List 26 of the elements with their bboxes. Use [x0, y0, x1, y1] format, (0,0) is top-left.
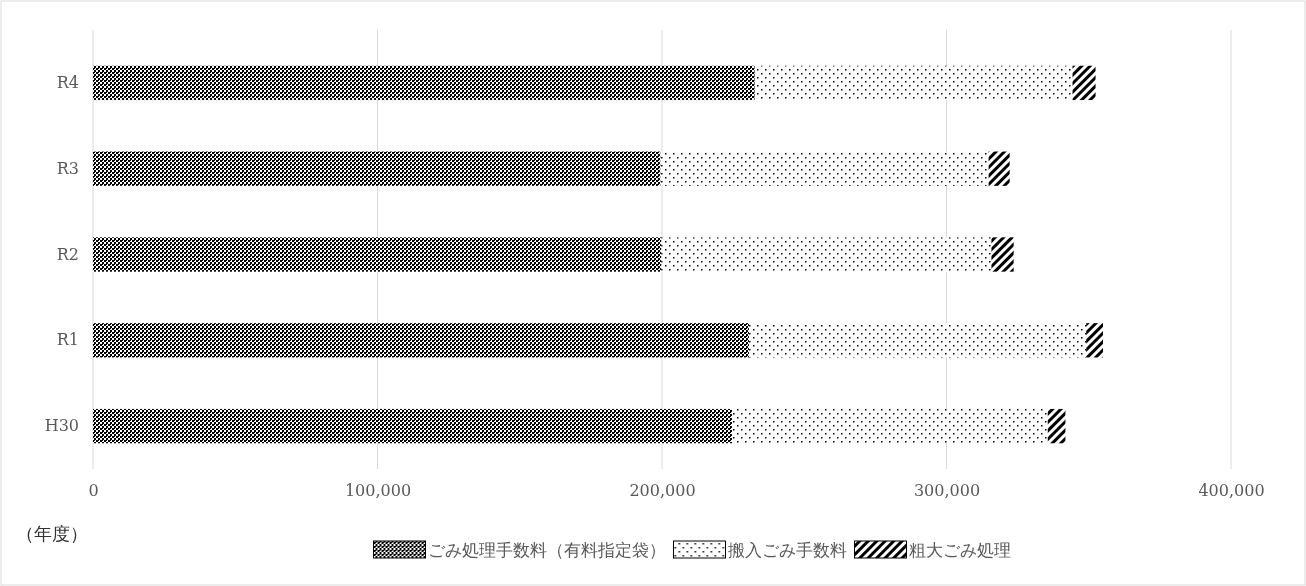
x-tick-label: 100,000 [344, 481, 412, 501]
legend-label: 搬入ごみ手数料 [727, 540, 847, 560]
bar [749, 323, 1087, 358]
legend-label: 粗大ごみ処理 [908, 540, 1011, 560]
bar [1047, 408, 1066, 444]
y-tick-label: R2 [56, 244, 79, 264]
x-tick-label: 300,000 [913, 481, 981, 501]
bar [660, 151, 989, 186]
bar [991, 237, 1014, 272]
bar [93, 323, 750, 358]
y-tick-label: R4 [56, 73, 79, 93]
y-tick-label: R3 [56, 158, 79, 178]
bar [93, 65, 755, 101]
bar [93, 151, 661, 186]
bar [93, 237, 662, 272]
x-tick-label: 200,000 [629, 481, 696, 501]
y-tick-label: H30 [44, 416, 79, 436]
legend-label: ごみ処理手数料（有料指定袋） [427, 540, 666, 560]
bar [93, 408, 732, 444]
x-tick-label: 400,000 [1198, 481, 1265, 501]
x-tick-label: 0 [88, 481, 99, 501]
bar [1072, 65, 1096, 101]
y-axis-title: （年度） [16, 523, 88, 544]
bar [988, 151, 1010, 186]
bar [1086, 323, 1103, 358]
y-tick-label: R1 [56, 330, 79, 350]
